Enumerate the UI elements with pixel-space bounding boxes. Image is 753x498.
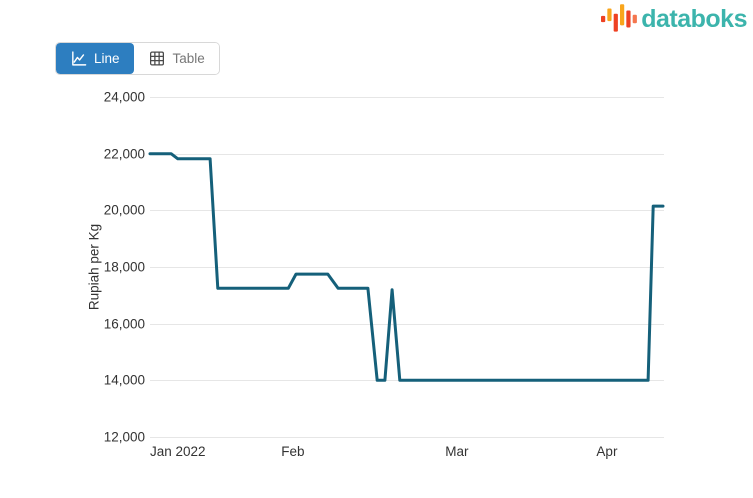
y-tick-label: 20,000 bbox=[103, 202, 145, 218]
line-view-button[interactable]: Line bbox=[56, 43, 134, 74]
databoks-logo-text: databoks bbox=[641, 5, 747, 33]
databoks-logo: databoks bbox=[601, 4, 747, 34]
y-tick-label: 24,000 bbox=[103, 89, 145, 105]
gridline bbox=[150, 437, 664, 438]
gridline bbox=[150, 210, 664, 212]
table-icon bbox=[149, 51, 164, 66]
y-tick-label: 12,000 bbox=[103, 429, 145, 445]
line-view-label: Line bbox=[94, 51, 120, 66]
gridline bbox=[150, 323, 664, 325]
y-tick-label: 18,000 bbox=[103, 259, 145, 275]
gridline bbox=[150, 97, 664, 98]
gridline bbox=[150, 267, 664, 268]
price-line-series bbox=[148, 152, 665, 382]
table-view-button[interactable]: Table bbox=[133, 43, 219, 74]
databoks-logo-icon bbox=[601, 4, 638, 32]
y-tick-label: 22,000 bbox=[103, 146, 145, 162]
y-tick-label: 16,000 bbox=[103, 316, 145, 332]
x-tick-label: Jan 2022 bbox=[149, 444, 206, 459]
x-tick-label: Mar bbox=[445, 444, 469, 459]
gridline bbox=[150, 153, 664, 155]
x-tick-label: Feb bbox=[281, 444, 305, 459]
table-view-label: Table bbox=[172, 51, 205, 66]
line-chart-icon bbox=[72, 51, 87, 66]
y-tick-label: 14,000 bbox=[103, 372, 145, 388]
chart-type-toggle: Line Table bbox=[55, 42, 220, 75]
x-tick-label: Apr bbox=[596, 444, 618, 459]
